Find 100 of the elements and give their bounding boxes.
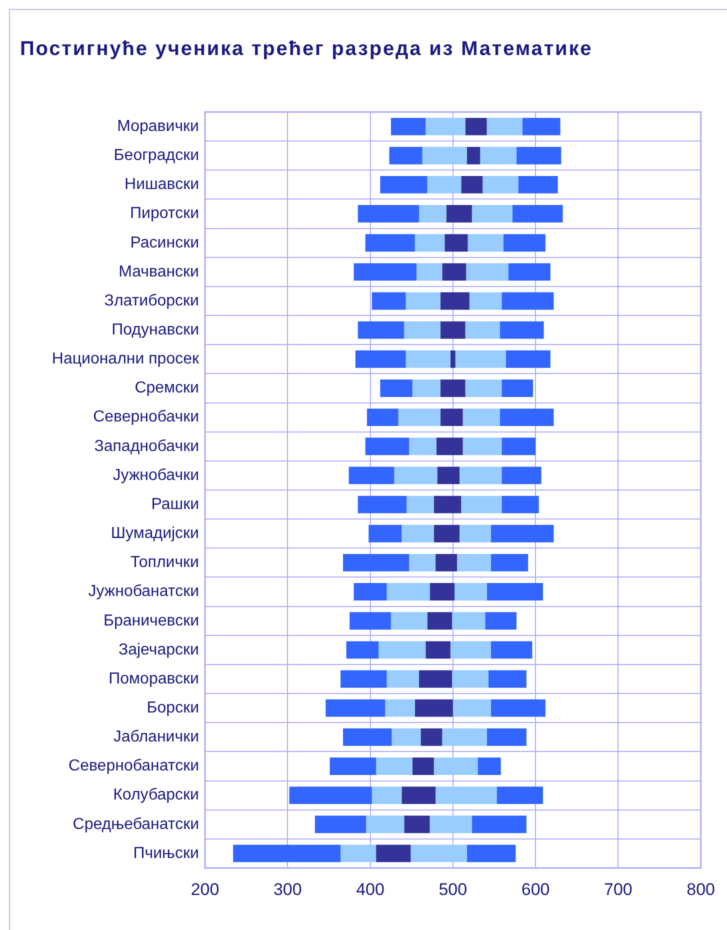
bar <box>419 205 446 222</box>
bar <box>502 292 554 310</box>
bar <box>500 321 544 339</box>
y-tick-label: Топлички <box>130 554 199 572</box>
x-tick-label: 400 <box>356 880 384 899</box>
bar <box>426 641 450 659</box>
bar <box>450 350 456 368</box>
bar <box>469 292 502 310</box>
bar <box>434 496 462 514</box>
bar <box>503 234 546 252</box>
bar <box>350 612 391 630</box>
bar <box>478 758 501 775</box>
y-tick-label: Јужнобачки <box>112 466 199 484</box>
y-tick-label: Браничевски <box>103 612 199 630</box>
bar <box>392 728 421 746</box>
y-tick-label: Средњебанатски <box>72 816 199 833</box>
bar <box>466 146 480 164</box>
bar <box>512 205 563 222</box>
y-tick-label: Западнобачки <box>94 438 199 455</box>
x-tick-label: 700 <box>604 880 632 899</box>
y-tick-label: Београдски <box>114 147 199 164</box>
bar <box>365 438 410 456</box>
bar <box>490 554 528 572</box>
bar <box>358 321 404 339</box>
bar <box>354 263 417 281</box>
bar <box>406 350 450 368</box>
bar <box>416 263 442 281</box>
bar <box>450 641 491 659</box>
bar <box>233 844 341 862</box>
bar <box>420 728 442 746</box>
bar <box>444 234 468 252</box>
bar <box>402 786 436 804</box>
bar <box>436 786 497 804</box>
bar <box>480 146 517 164</box>
bar <box>409 554 436 572</box>
y-tick-label: Рашки <box>151 496 199 513</box>
bar <box>406 496 434 514</box>
bar <box>518 176 558 194</box>
y-tick-label: Моравички <box>117 118 199 135</box>
bar <box>436 438 463 456</box>
bar <box>386 583 430 600</box>
bar <box>376 844 411 862</box>
bar <box>412 758 434 775</box>
bar <box>516 146 562 164</box>
bar <box>430 583 455 600</box>
y-tick-label: Нишавски <box>124 176 199 194</box>
bar <box>358 205 420 222</box>
bar <box>437 466 460 484</box>
bar <box>452 699 491 717</box>
y-tick-label: Севернобачки <box>93 408 199 426</box>
bar <box>454 583 487 600</box>
bar <box>472 205 512 222</box>
bar <box>440 380 466 397</box>
bar <box>434 758 478 775</box>
bar <box>366 816 404 834</box>
bar <box>460 524 491 542</box>
bar <box>452 670 488 688</box>
bar <box>385 699 415 717</box>
bar <box>289 786 372 804</box>
bar <box>340 844 376 862</box>
bar <box>440 321 466 339</box>
bar <box>404 816 430 834</box>
bar <box>465 118 487 136</box>
bar <box>455 350 506 368</box>
bar <box>378 641 426 659</box>
bar <box>502 496 539 514</box>
bar <box>508 263 550 281</box>
bar <box>440 408 463 426</box>
bar <box>346 641 379 659</box>
bar <box>390 612 428 630</box>
bar <box>422 146 467 164</box>
bar <box>402 524 434 542</box>
bar <box>343 728 392 746</box>
bar <box>412 380 441 397</box>
bar <box>482 176 518 194</box>
y-tick-label: Борски <box>146 699 199 716</box>
bar <box>452 612 486 630</box>
bar <box>386 670 420 688</box>
bar <box>406 292 441 310</box>
bar <box>522 118 560 136</box>
y-tick-label: Мачвански <box>118 263 199 280</box>
bar <box>468 234 504 252</box>
bar <box>389 146 422 164</box>
bar <box>372 786 402 804</box>
bar <box>457 554 491 572</box>
bar <box>366 408 398 426</box>
bar <box>490 524 554 542</box>
bar <box>442 263 466 281</box>
bar <box>358 496 407 514</box>
bar <box>390 118 426 136</box>
bar <box>414 234 445 252</box>
bar <box>488 670 526 688</box>
bar <box>427 176 462 194</box>
bar <box>414 699 453 717</box>
bar <box>496 786 543 804</box>
bar <box>466 844 516 862</box>
bar <box>466 263 508 281</box>
bar <box>440 292 470 310</box>
bar <box>326 699 386 717</box>
bar <box>434 524 460 542</box>
